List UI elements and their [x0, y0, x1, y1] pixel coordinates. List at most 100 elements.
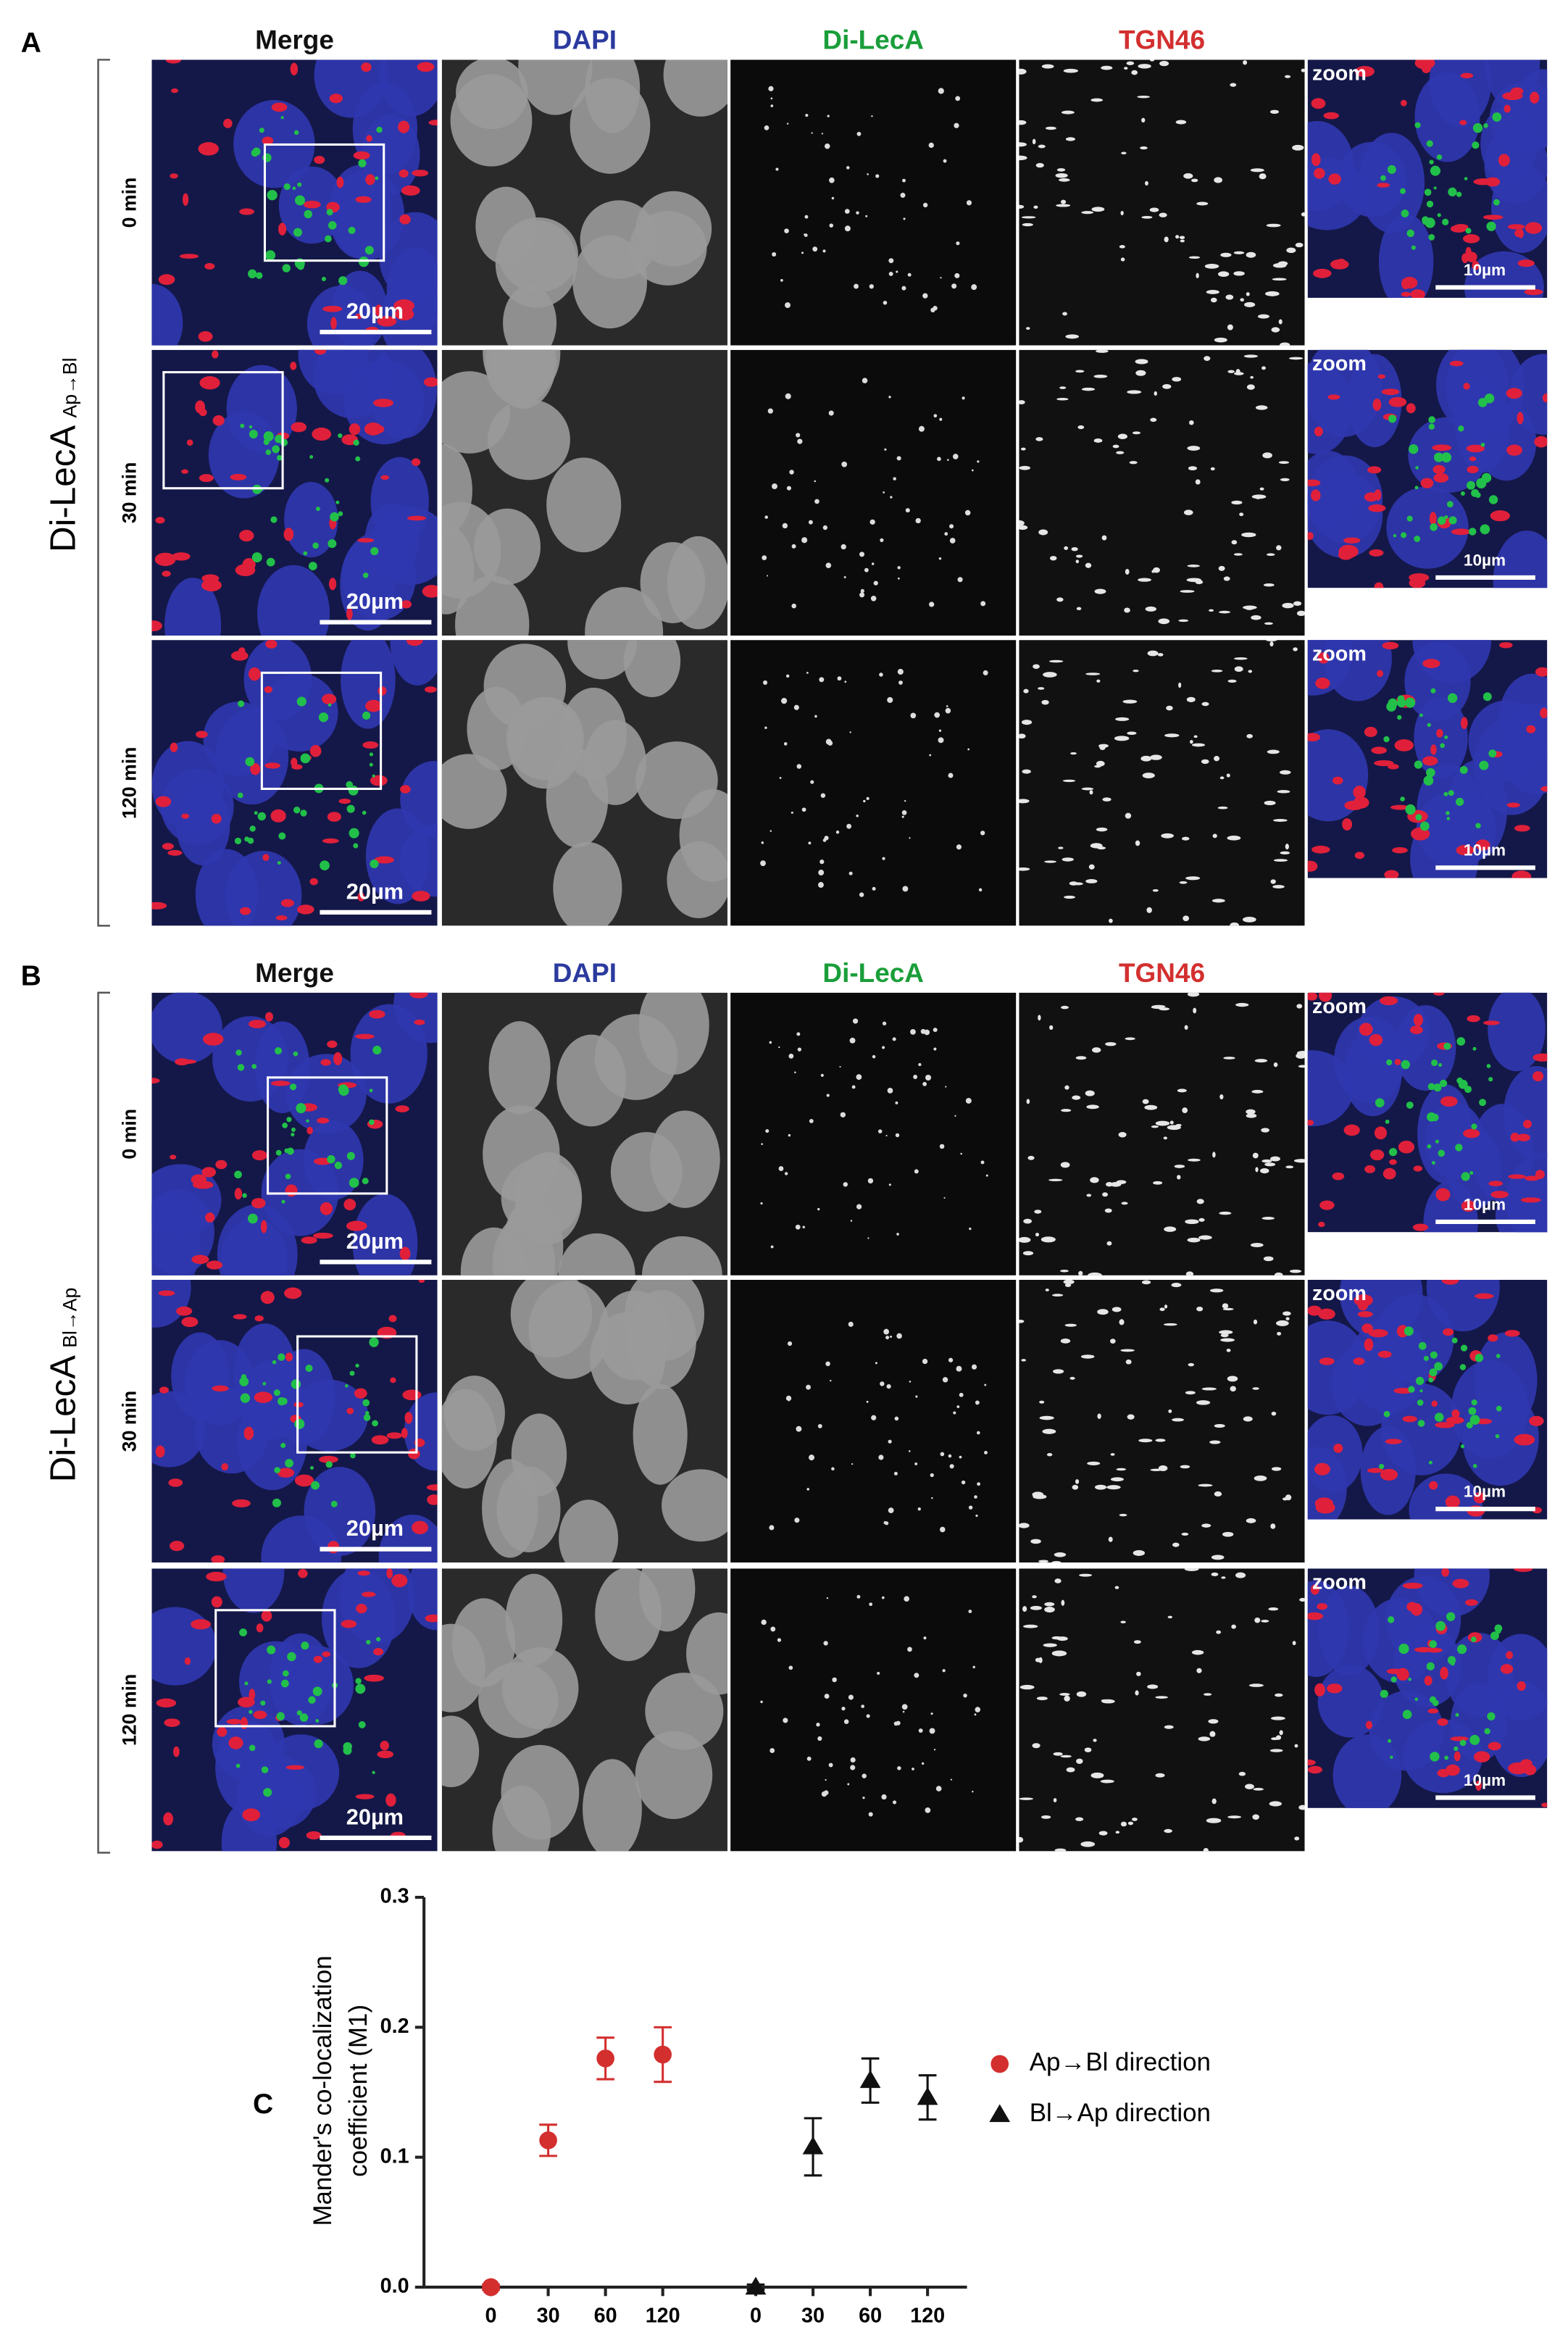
red-spot [369, 1010, 385, 1019]
speck [1158, 618, 1170, 625]
red-spot [346, 1220, 367, 1231]
speck [933, 1047, 937, 1051]
speck [1132, 1818, 1138, 1821]
red-spot [265, 1012, 273, 1022]
red-spot [260, 1220, 267, 1233]
green-spot [318, 712, 329, 723]
green-spot [306, 1119, 309, 1123]
red-spot [303, 200, 321, 209]
red-spot [1514, 1433, 1535, 1446]
speck [1195, 479, 1201, 485]
red-spot [1382, 641, 1399, 650]
speck [1026, 1099, 1030, 1104]
speck [1092, 1047, 1101, 1053]
speck [822, 525, 828, 530]
red-spot [270, 1081, 291, 1086]
speck [918, 1062, 922, 1067]
red-spot [380, 475, 389, 480]
speck [902, 1710, 905, 1713]
image-content [1019, 992, 1305, 1275]
red-spot [328, 578, 337, 591]
green-spot [310, 1466, 314, 1470]
red-spot [1517, 412, 1524, 425]
speck [1155, 1120, 1170, 1126]
speck [1175, 235, 1180, 239]
speck [915, 517, 921, 524]
green-spot [308, 562, 317, 571]
speck [1138, 64, 1151, 69]
speck [1027, 1155, 1035, 1160]
green-spot [1429, 1696, 1437, 1703]
nucleus [341, 531, 417, 621]
red-spot [1535, 667, 1548, 677]
red-spot [1540, 707, 1548, 719]
speck [880, 1381, 885, 1386]
speck [1094, 1484, 1107, 1490]
green-spot [1469, 1170, 1474, 1175]
speck [964, 509, 971, 516]
red-spot [1445, 1495, 1460, 1509]
speck [1187, 1237, 1201, 1243]
speck [851, 1085, 856, 1089]
nucleus [164, 578, 222, 636]
speck [1064, 895, 1075, 899]
red-spot [1364, 726, 1377, 738]
speck [949, 524, 954, 529]
speck [808, 841, 812, 845]
speck [1121, 1202, 1128, 1205]
speck [1140, 146, 1148, 150]
green-spot [315, 507, 320, 512]
speck [1063, 68, 1078, 73]
speck [1145, 180, 1148, 186]
red-spot [1530, 91, 1540, 104]
speck [1096, 679, 1101, 683]
red-spot [290, 62, 299, 76]
green-spot [1448, 187, 1457, 197]
speck [1220, 252, 1232, 257]
green-spot [282, 1123, 288, 1128]
red-spot [285, 1765, 304, 1770]
speck [1135, 840, 1140, 846]
speck [1203, 1693, 1212, 1696]
red-spot [404, 1412, 413, 1424]
green-spot [346, 781, 354, 788]
speck [1285, 1494, 1292, 1501]
nucleus [171, 1332, 230, 1420]
speck [1231, 500, 1243, 505]
red-spot [355, 196, 372, 203]
speck [1277, 790, 1290, 794]
speck [928, 142, 934, 149]
speck [1060, 1162, 1070, 1168]
speck [897, 668, 904, 675]
speck [1242, 917, 1256, 923]
speck [1223, 1057, 1235, 1060]
speck [880, 538, 884, 542]
speck [1294, 1836, 1300, 1841]
red-spot [230, 651, 249, 661]
speck [1019, 799, 1030, 804]
red-spot [426, 1484, 438, 1491]
red-spot [277, 1468, 295, 1478]
speck [1133, 1640, 1141, 1644]
red-spot [215, 1160, 228, 1170]
red-spot [221, 1462, 228, 1471]
red-spot [1461, 1200, 1476, 1212]
speck [1144, 1104, 1158, 1110]
green-spot [1487, 1712, 1496, 1720]
red-spot [1398, 1141, 1415, 1154]
speck [893, 1721, 898, 1726]
speck [942, 1377, 948, 1383]
speck [1209, 1440, 1221, 1444]
speck [863, 799, 866, 803]
green-spot [272, 1360, 277, 1365]
speck [808, 520, 813, 525]
speck [802, 1225, 805, 1228]
speck [878, 1454, 884, 1460]
speck [814, 715, 817, 718]
red-spot [399, 214, 411, 225]
speck [1183, 915, 1190, 922]
speck [1019, 525, 1028, 530]
red-spot [1342, 818, 1353, 831]
speck [782, 523, 788, 529]
